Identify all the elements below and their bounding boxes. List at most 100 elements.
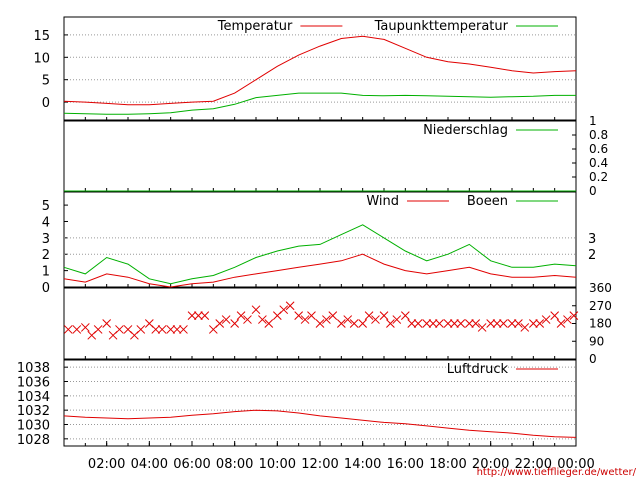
y-tick-label: 0 [589, 184, 597, 198]
direction-point [194, 311, 203, 320]
x-tick-label: 00:00 [557, 457, 594, 472]
direction-point-stroke [443, 319, 453, 328]
direction-point-stroke [102, 319, 112, 328]
direction-point [492, 319, 502, 328]
direction-point [285, 301, 295, 311]
x-tick-label: 20:00 [472, 457, 509, 472]
y-tick-label: 1028 [17, 433, 50, 448]
direction-point [471, 319, 481, 328]
y-tick-label: 4 [42, 215, 50, 230]
direction-point [413, 319, 423, 328]
direction-point [541, 315, 551, 324]
direction-point-stroke [279, 305, 289, 315]
y-tick-label: 1030 [17, 419, 50, 434]
direction-point-stroke [477, 323, 487, 332]
direction-point [136, 325, 146, 334]
direction-point-stroke [486, 319, 496, 328]
direction-point-stroke [194, 311, 203, 320]
direction-point-stroke [379, 311, 389, 320]
direction-point-stroke [392, 315, 402, 324]
direction-point-stroke [413, 319, 423, 328]
direction-point [435, 319, 444, 328]
x-tick-label: 16:00 [387, 457, 424, 472]
y-tick-label: 0.2 [589, 170, 608, 184]
direction-point-stroke [550, 311, 560, 320]
direction-point-stroke [236, 311, 246, 320]
direction-point [258, 315, 267, 324]
direction-point-stroke [507, 319, 517, 328]
y-tick-label: 1036 [17, 376, 50, 391]
direction-point-stroke [157, 325, 167, 334]
direction-point [300, 315, 310, 324]
direction-point-stroke [386, 319, 395, 328]
y-tick-label: 0 [589, 352, 597, 366]
direction-point-stroke [328, 311, 338, 320]
direction-point-stroke [187, 311, 197, 320]
direction-point [422, 319, 432, 328]
y-tick-label: 90 [589, 334, 604, 348]
y-right-tick-label: 2 [588, 248, 596, 263]
y-tick-label: 270 [589, 299, 612, 313]
direction-point-stroke [541, 315, 551, 324]
direction-point [450, 319, 459, 328]
y-tick-label: 180 [589, 317, 612, 331]
direction-point [364, 311, 374, 320]
direction-point [550, 311, 560, 320]
direction-point-stroke [563, 315, 572, 324]
direction-point [371, 315, 380, 324]
y-tick-label: 1038 [17, 361, 50, 376]
legend-label: Taupunkttemperatur [374, 19, 509, 34]
y-tick-label: 1032 [17, 404, 50, 419]
direction-point-stroke [422, 319, 432, 328]
direction-point [215, 319, 225, 328]
credit-url: http://www.tiefflieger.de/wetter/ [476, 467, 636, 478]
x-tick-label: 08:00 [216, 457, 253, 472]
x-tick-label: 06:00 [173, 457, 210, 472]
direction-point [172, 325, 182, 334]
direction-point [93, 325, 103, 334]
direction-point [72, 325, 82, 334]
direction-point-stroke [166, 325, 176, 334]
direction-point-stroke [93, 325, 103, 334]
direction-point [407, 319, 417, 328]
direction-point [166, 325, 176, 334]
direction-point [349, 319, 359, 328]
direction-point-stroke [492, 319, 502, 328]
direction-point-stroke [364, 311, 374, 320]
direction-point [400, 311, 410, 320]
direction-point-stroke [520, 323, 530, 332]
direction-point [251, 305, 261, 315]
direction-point [307, 311, 316, 320]
direction-point-stroke [428, 319, 438, 328]
direction-point-stroke [450, 319, 459, 328]
direction-point [556, 319, 566, 328]
x-tick-label: 12:00 [301, 457, 338, 472]
x-tick-label: 18:00 [429, 457, 466, 472]
direction-point [336, 319, 346, 328]
legend-label: Niederschlag [423, 123, 508, 138]
direction-point-stroke [556, 319, 566, 328]
y-tick-label: 2 [42, 248, 50, 263]
direction-point [63, 325, 73, 334]
direction-point [187, 311, 197, 320]
y-tick-label: 0.8 [589, 128, 608, 142]
direction-point-stroke [322, 315, 331, 324]
direction-point-stroke [72, 325, 82, 334]
direction-point-stroke [349, 319, 359, 328]
series-line-wind-1 [63, 224, 577, 285]
direction-point [328, 311, 338, 320]
y-right-tick-label: 3 [588, 232, 596, 247]
direction-point-stroke [499, 319, 508, 328]
direction-point-stroke [285, 301, 295, 311]
y-tick-label: 15 [33, 29, 50, 44]
x-tick-label: 22:00 [515, 457, 552, 472]
direction-point [236, 311, 246, 320]
direction-point [343, 315, 353, 324]
direction-point-stroke [200, 311, 210, 320]
legend-label: Boeen [467, 194, 508, 209]
direction-point-stroke [215, 319, 225, 328]
direction-point [179, 325, 188, 334]
direction-point-stroke [80, 323, 90, 332]
direction-point [230, 319, 240, 328]
